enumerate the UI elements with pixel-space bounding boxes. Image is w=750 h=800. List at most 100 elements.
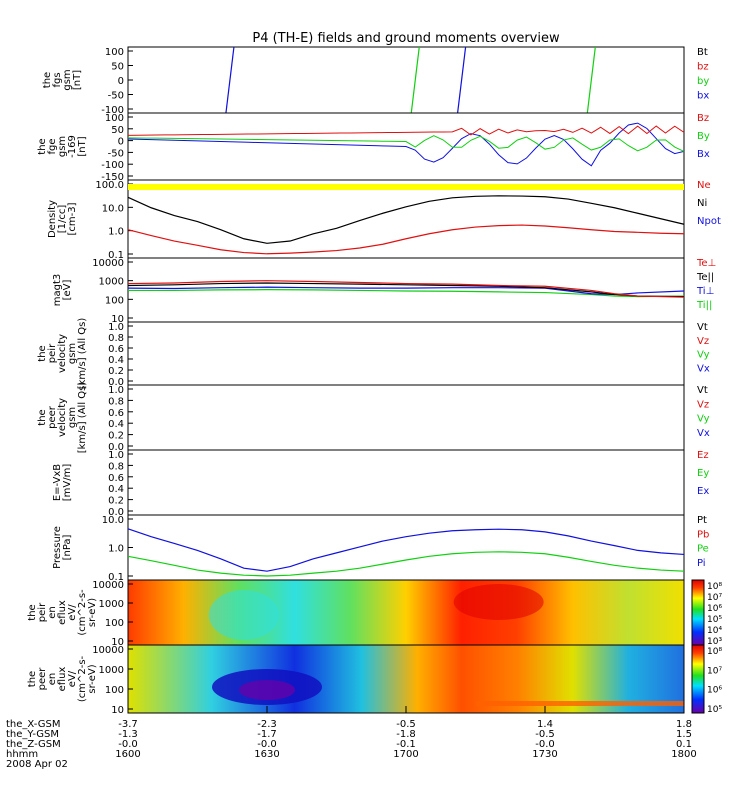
legend-Vt: Vt (697, 322, 708, 333)
y-axis-label-line: [nT] (77, 136, 88, 156)
x-row-label: the_Z-GSM (6, 739, 61, 750)
y-axis-label-line: -169 (67, 135, 78, 158)
spectrogram-band (453, 584, 544, 620)
y-axis-label-line: eV/ (67, 604, 78, 621)
series-temp_te_par (127, 282, 685, 298)
y-tick-label: 10000 (92, 645, 124, 656)
y-axis-label-line: gsm (57, 136, 68, 157)
y-tick-label: 100.0 (95, 180, 124, 191)
panel-frame (127, 449, 685, 516)
x-row-value: 0.1 (676, 739, 692, 750)
y-axis-label-line: [cm-3] (67, 202, 78, 235)
y-axis-label-line: the (42, 72, 53, 88)
y-axis-label-line: fgs (52, 72, 63, 87)
legend-Te||: Te|| (696, 272, 714, 283)
y-axis-label-line: peir (37, 602, 48, 622)
y-tick-label: 10 (111, 314, 124, 325)
colorbar-label: 10⁶ (707, 604, 722, 614)
series-spike (457, 46, 467, 114)
y-axis-label-line: E=-VxB (52, 464, 63, 501)
y-axis-label-line: gsm (67, 407, 78, 428)
colorbar-label: 10⁴ (707, 626, 722, 636)
y-tick-label: 1000 (99, 599, 124, 610)
y-tick-label: 50 (111, 125, 124, 136)
y-tick-label: 0.4 (108, 484, 124, 495)
y-axis-label: the peir en eflux eV/(cm^2-s-sr-eV) (27, 589, 98, 636)
y-tick-label: 0.4 (108, 355, 124, 366)
legend-Pb: Pb (697, 529, 709, 540)
legend-bx: bx (697, 91, 709, 102)
x-row-value: 1.5 (676, 729, 692, 740)
y-tick-label: 0.8 (108, 333, 124, 344)
x-row-value: 1700 (393, 749, 418, 760)
y-axis-label-line: eV/ (67, 670, 78, 687)
series-temp_te_perp (127, 280, 685, 298)
legend-Ez: Ez (697, 450, 709, 461)
y-tick-label: 100 (105, 295, 124, 306)
y-tick-label: 10000 (92, 580, 124, 591)
y-axis-label-line: [mV/m] (62, 464, 73, 502)
legend-by: by (697, 76, 709, 87)
y-tick-label: 10 (111, 637, 124, 648)
legend-By: By (697, 131, 710, 142)
y-axis-label-line: velocity (57, 398, 68, 437)
series-spike (410, 46, 420, 114)
y-tick-label: 0 (118, 137, 124, 148)
y-axis-label-line: sr-eV) (87, 598, 98, 627)
x-row-value: 1600 (115, 749, 140, 760)
panel-6: 1.00.80.60.40.20.0 the peer velocity gsm [km/… (37, 382, 710, 454)
y-tick-label: 1.0 (108, 385, 124, 396)
y-tick-label: 100 (105, 618, 124, 629)
y-axis-label: Density [1/cc] [cm-3] (47, 200, 78, 238)
x-row-value: 1800 (671, 749, 696, 760)
x-row-value: -1.7 (257, 729, 277, 740)
legend-Npot: Npot (697, 216, 721, 227)
y-tick-label: 10.0 (102, 515, 124, 526)
y-axis-label-line: eflux (57, 600, 68, 625)
series-by (127, 135, 685, 152)
colorbar-label: 10⁷ (707, 593, 722, 603)
y-tick-label: 0.8 (108, 396, 124, 407)
y-axis-label-line: (cm^2-s- (77, 655, 88, 702)
panel-frame (127, 46, 685, 114)
y-axis-label: E=-VxB [mV/m] (52, 464, 73, 502)
x-row-value: -1.8 (396, 729, 416, 740)
legend-Pi: Pi (697, 558, 706, 569)
colorbar-label: 10⁷ (707, 666, 722, 676)
spectrogram-band (475, 701, 684, 706)
legend-Vy: Vy (697, 350, 710, 361)
series-pressure_pi (127, 528, 685, 572)
y-axis-label-line: [km/s] (All Qs) (77, 382, 88, 454)
y-axis-label: the fgs gsm [nT] (42, 69, 83, 90)
legend-bz: bz (697, 62, 709, 73)
x-row-value: -0.0 (118, 739, 138, 750)
y-axis-label-line: gsm (62, 69, 73, 90)
panel-frame (127, 514, 685, 581)
x-row-label: the_Y-GSM (6, 729, 59, 740)
y-axis-label-line: [nT] (72, 70, 83, 90)
panel-frame (127, 179, 685, 259)
y-axis-label-line: eflux (57, 667, 68, 692)
legend-Ne: Ne (697, 180, 711, 191)
y-tick-label: 0.1 (108, 250, 124, 261)
y-axis-label: the peer en eflux eV/(cm^2-s-sr-eV) (27, 655, 98, 702)
colorbar-label: 10⁸ (707, 647, 722, 657)
y-tick-label: 0 (118, 76, 124, 87)
y-tick-label: 10.0 (102, 203, 124, 214)
colorbar (691, 579, 705, 646)
chart-title: P4 (TH-E) fields and ground moments over… (252, 31, 560, 46)
y-tick-label: 100 (105, 47, 124, 58)
series-density_ne (127, 224, 685, 255)
spectrogram-band (208, 590, 279, 640)
y-tick-label: 100 (105, 113, 124, 124)
y-tick-label: 0.1 (108, 572, 124, 583)
panel-7: 1.00.80.60.40.20.0 E=-VxB [mV/m] Ez Ey Ex (52, 449, 709, 518)
y-tick-label: 10000 (92, 258, 124, 269)
y-axis-label-line: sr-eV) (87, 664, 98, 693)
panel-1: 100 50 0 -50 -100 the fgs gsm [nT] Bt bz by bx (42, 46, 709, 116)
x-row-value: -0.1 (396, 739, 416, 750)
legend-Vx: Vx (697, 363, 710, 374)
x-row-value: -0.5 (396, 719, 416, 730)
